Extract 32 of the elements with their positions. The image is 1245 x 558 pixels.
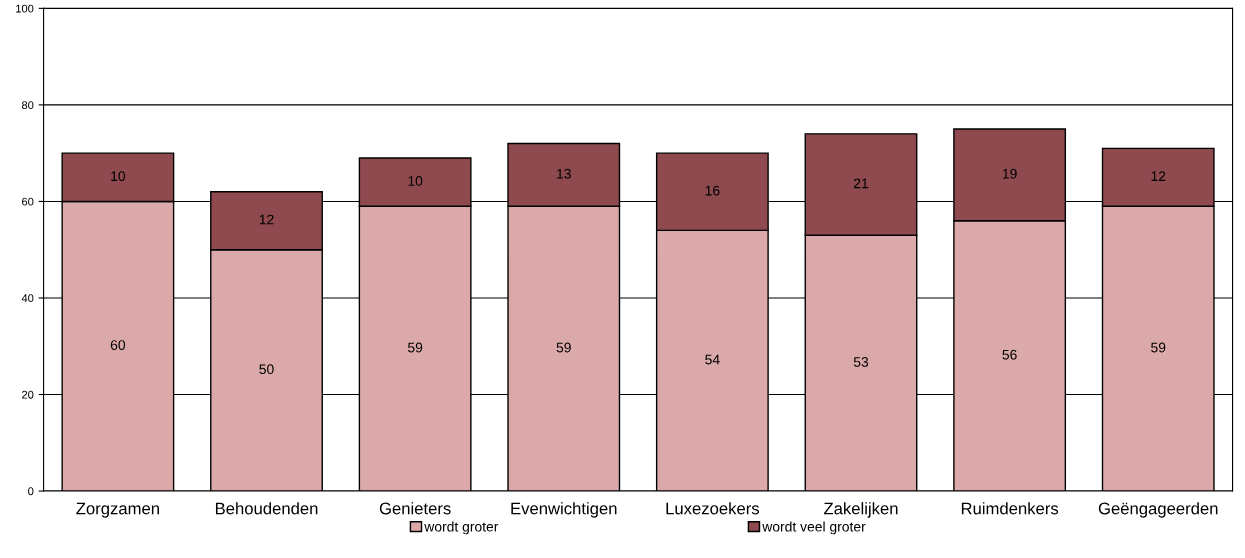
data-label: 10 xyxy=(111,171,126,182)
data-label: 59 xyxy=(556,342,571,353)
x-tick-label: Zorgzamen xyxy=(76,502,159,518)
data-label: 54 xyxy=(705,354,720,365)
y-tick-label: 80 xyxy=(21,101,34,110)
data-label: 59 xyxy=(407,342,423,353)
y-tick-label: 0 xyxy=(28,487,34,496)
data-label: 56 xyxy=(1002,349,1017,360)
data-label: 12 xyxy=(1151,171,1166,181)
legend-label: wordt groter xyxy=(424,521,499,535)
x-tick-label: Zakelijken xyxy=(824,502,898,518)
data-label: 10 xyxy=(408,176,423,186)
data-label: 21 xyxy=(853,178,869,189)
data-label: 19 xyxy=(1002,168,1017,179)
x-tick-label: Genieters xyxy=(379,502,451,515)
x-tick-label: Geëngageerden xyxy=(1098,502,1218,518)
data-label: 12 xyxy=(259,214,274,225)
x-tick-label: Behoudenden xyxy=(215,502,318,515)
x-tick-label: Evenwichtigen xyxy=(511,502,617,518)
data-label: 53 xyxy=(853,357,869,367)
data-label: 50 xyxy=(259,364,274,375)
data-label: 13 xyxy=(557,168,571,179)
y-tick-label: 40 xyxy=(21,294,34,303)
legend-label: wordt veel groter xyxy=(762,521,866,535)
data-label: 60 xyxy=(110,340,126,350)
y-tick-label: 100 xyxy=(16,4,34,13)
data-label: 16 xyxy=(705,185,720,196)
data-label: 59 xyxy=(1151,342,1166,353)
y-tick-label: 20 xyxy=(22,390,34,399)
x-tick-label: Ruimdenkers xyxy=(961,502,1059,515)
y-tick-label: 60 xyxy=(22,197,34,206)
x-tick-label: Luxezoekers xyxy=(666,502,760,515)
